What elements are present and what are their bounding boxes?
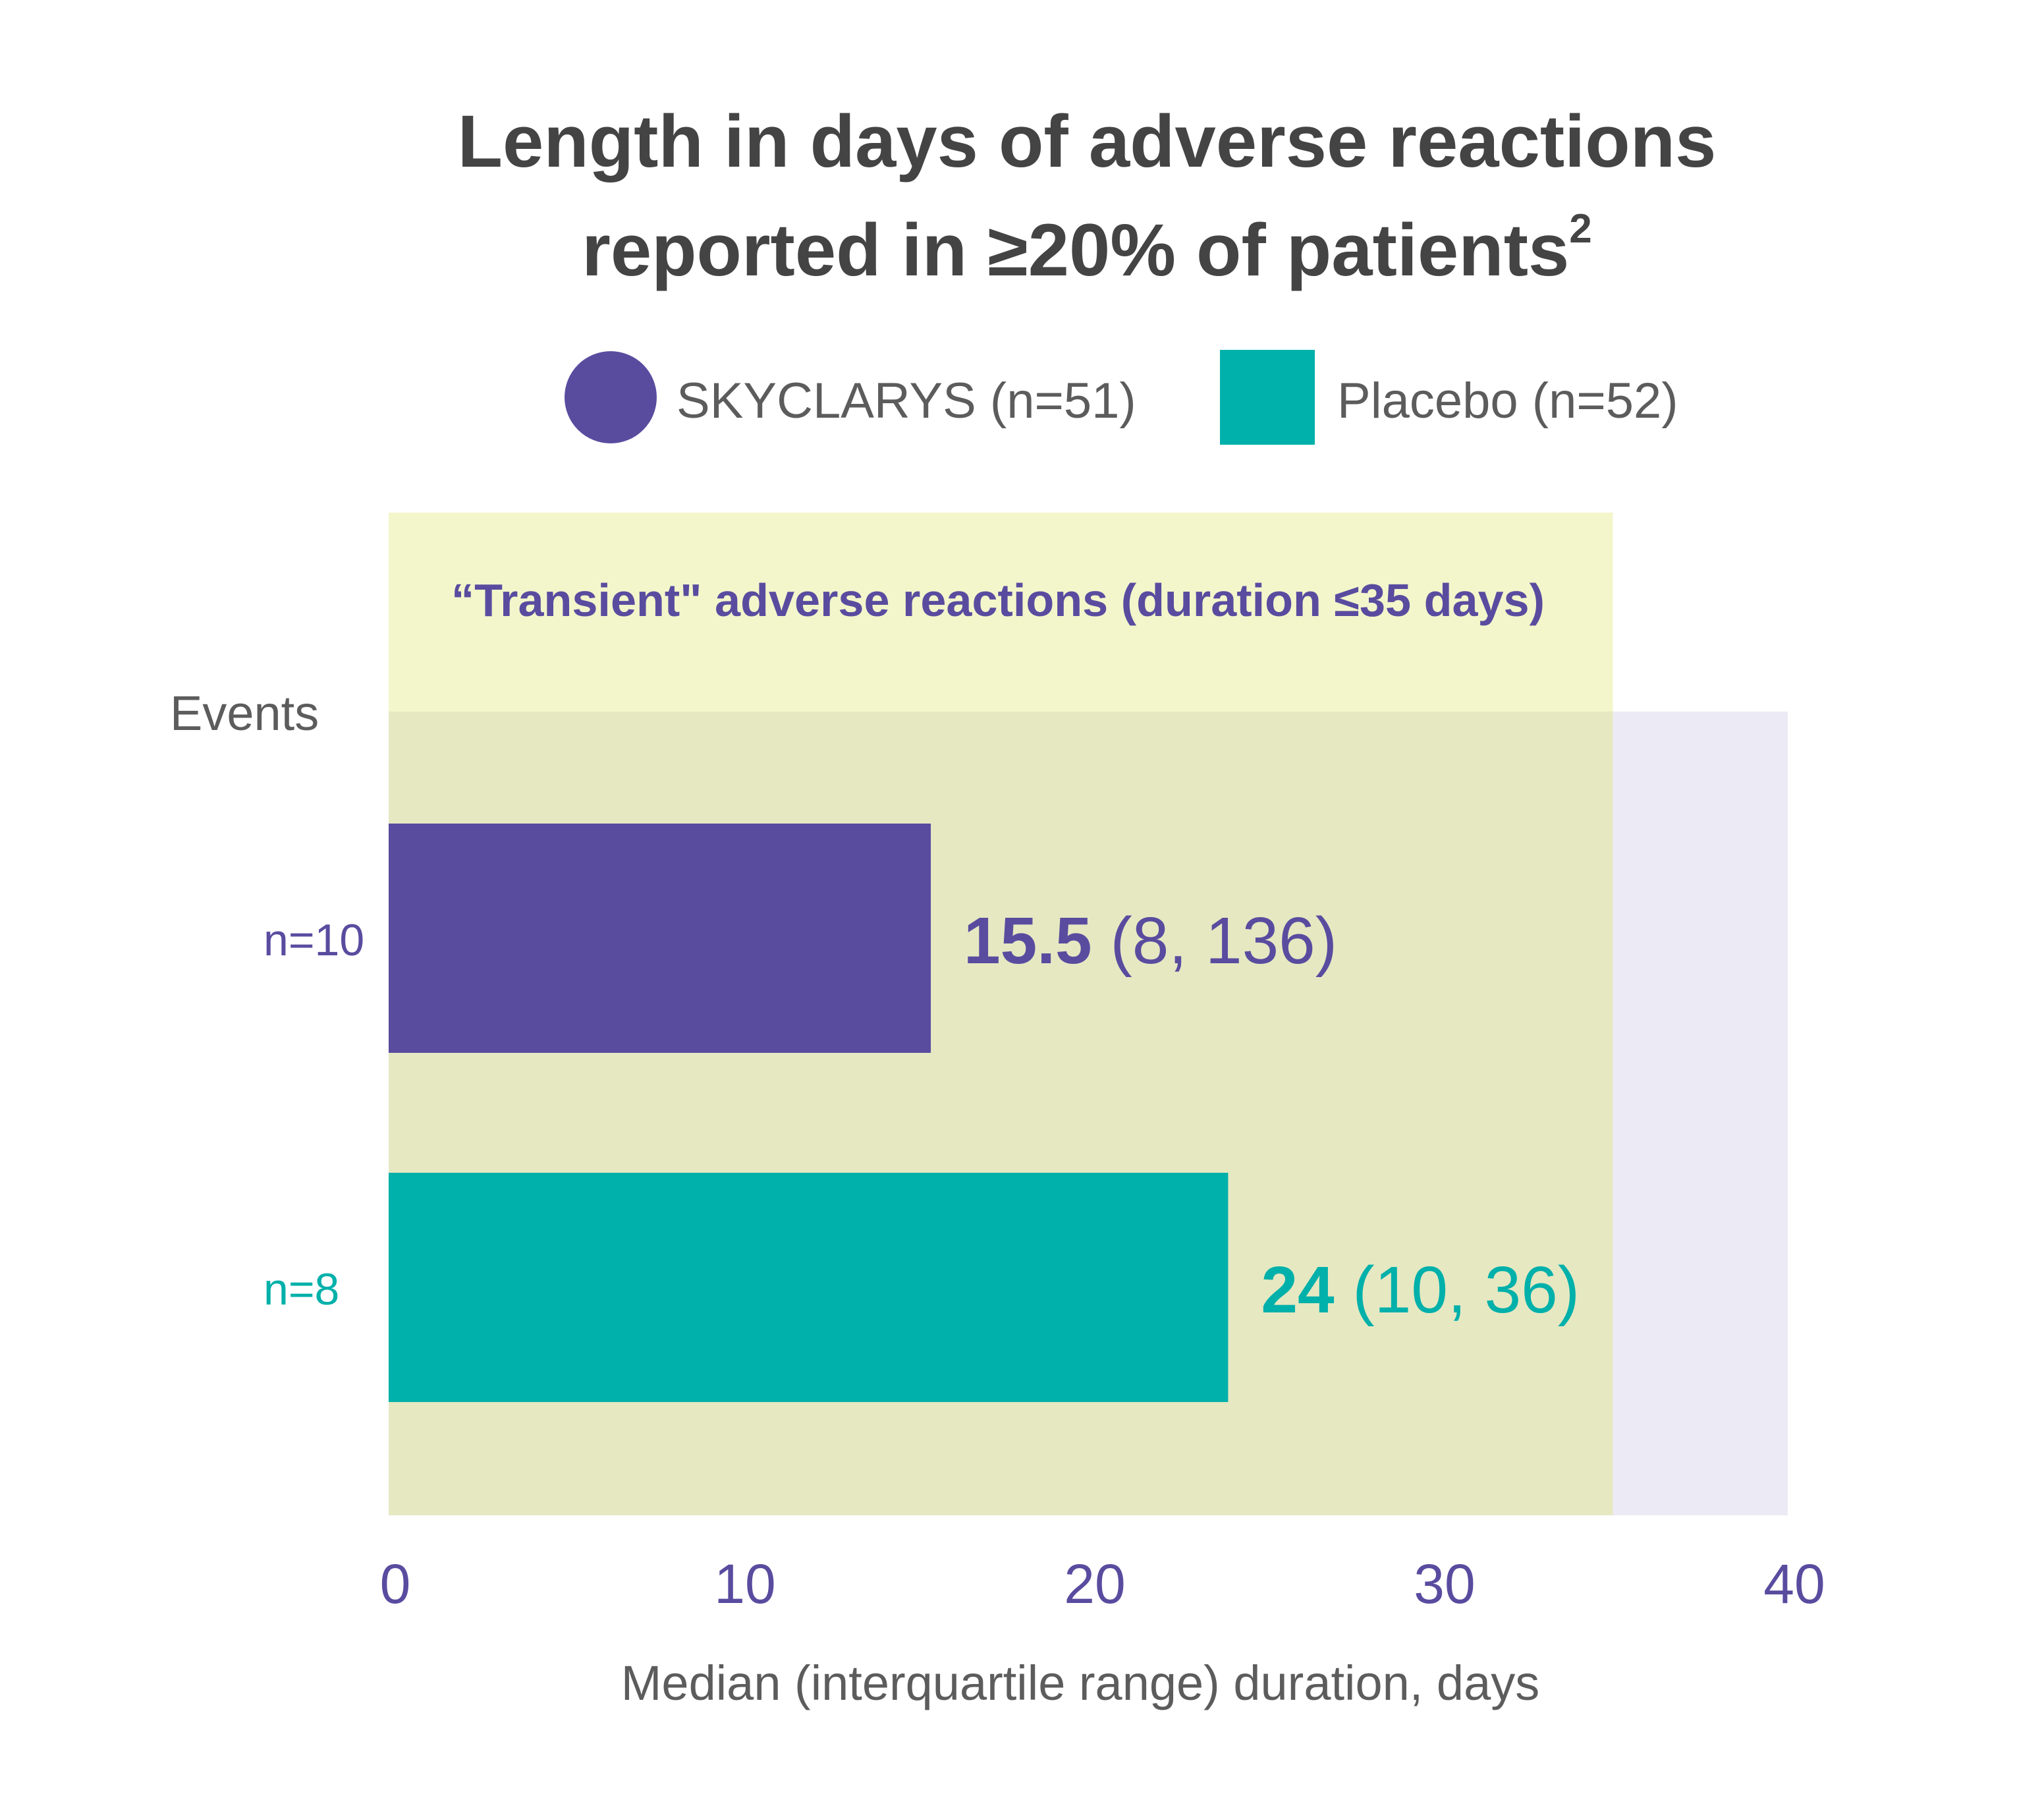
legend-marker-placebo xyxy=(1220,350,1315,445)
category-label-0: n=10 xyxy=(263,915,364,965)
bar-0 xyxy=(389,824,931,1053)
value-label-median-1: 24 xyxy=(1261,1253,1335,1327)
legend-label-placebo: Placebo (n=52) xyxy=(1337,373,1678,429)
x-tick-label-2: 20 xyxy=(1064,1553,1125,1615)
bars-group: n=10 15.5 (8, 136) n=8 24 (10, 36) xyxy=(263,824,1580,1402)
x-tick-label-1: 10 xyxy=(714,1553,775,1615)
value-label-range-1: (10, 36) xyxy=(1335,1253,1580,1327)
legend-label-skyclarys: SKYCLARYS (n=51) xyxy=(677,373,1136,429)
bar-1 xyxy=(389,1173,1229,1402)
value-label-0: 15.5 (8, 136) xyxy=(964,904,1337,978)
value-label-median-0: 15.5 xyxy=(964,904,1092,978)
legend-marker-skyclarys xyxy=(565,351,657,443)
value-label-range-0: (8, 136) xyxy=(1092,904,1337,978)
events-header: Events xyxy=(170,686,319,741)
x-tick-label-3: 30 xyxy=(1414,1553,1475,1615)
x-tick-label-0: 0 xyxy=(380,1553,411,1615)
chart-title-line-2-text: reported in ≥20% of patients xyxy=(582,209,1569,291)
transient-region-label: “Transient" adverse reactions (duration … xyxy=(451,575,1545,626)
category-label-1: n=8 xyxy=(263,1264,339,1314)
transient-region-header xyxy=(389,513,1613,712)
x-tick-label-4: 40 xyxy=(1763,1553,1825,1615)
chart-title-line-1: Length in days of adverse reactions xyxy=(458,100,1717,183)
x-axis-ticks: 0 10 20 30 40 xyxy=(380,1553,1825,1615)
chart-title-line-2: reported in ≥20% of patients2 xyxy=(582,206,1592,291)
chart-title-superscript: 2 xyxy=(1569,206,1591,252)
x-axis-label: Median (interquartile range) duration, d… xyxy=(621,1656,1539,1710)
value-label-1: 24 (10, 36) xyxy=(1261,1253,1580,1327)
